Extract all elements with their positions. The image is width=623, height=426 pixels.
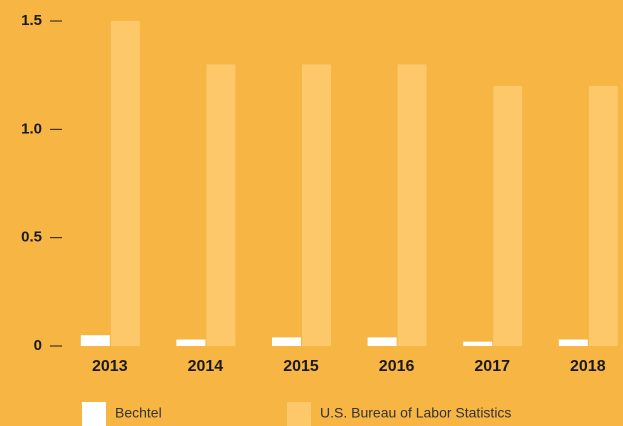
legend-label: Bechtel: [115, 405, 162, 421]
x-tick-label: 2014: [188, 358, 224, 375]
y-tick-label: 0: [34, 337, 42, 354]
y-tick-label: 1.5: [21, 12, 42, 29]
x-tick-label: 2013: [92, 358, 128, 375]
bar: [463, 341, 493, 346]
bar: [397, 64, 427, 346]
y-tick-label: 0.5: [21, 229, 42, 246]
x-tick-label: 2017: [474, 358, 510, 375]
bar: [302, 64, 331, 346]
x-tick-label: 2018: [570, 358, 606, 375]
bar: [206, 64, 236, 346]
bar: [493, 86, 523, 346]
legend-swatch: [82, 402, 106, 426]
bar: [176, 339, 206, 346]
legend-swatch: [287, 402, 311, 426]
bar: [272, 337, 301, 346]
bar: [367, 337, 397, 346]
legend-label: U.S. Bureau of Labor Statistics: [320, 405, 511, 421]
y-tick-label: 1.0: [21, 120, 42, 137]
x-tick-label: 2015: [283, 358, 319, 375]
bar: [80, 335, 110, 346]
bar: [588, 86, 618, 346]
bar: [558, 339, 588, 346]
bar: [110, 21, 140, 346]
x-tick-label: 2016: [379, 358, 415, 375]
